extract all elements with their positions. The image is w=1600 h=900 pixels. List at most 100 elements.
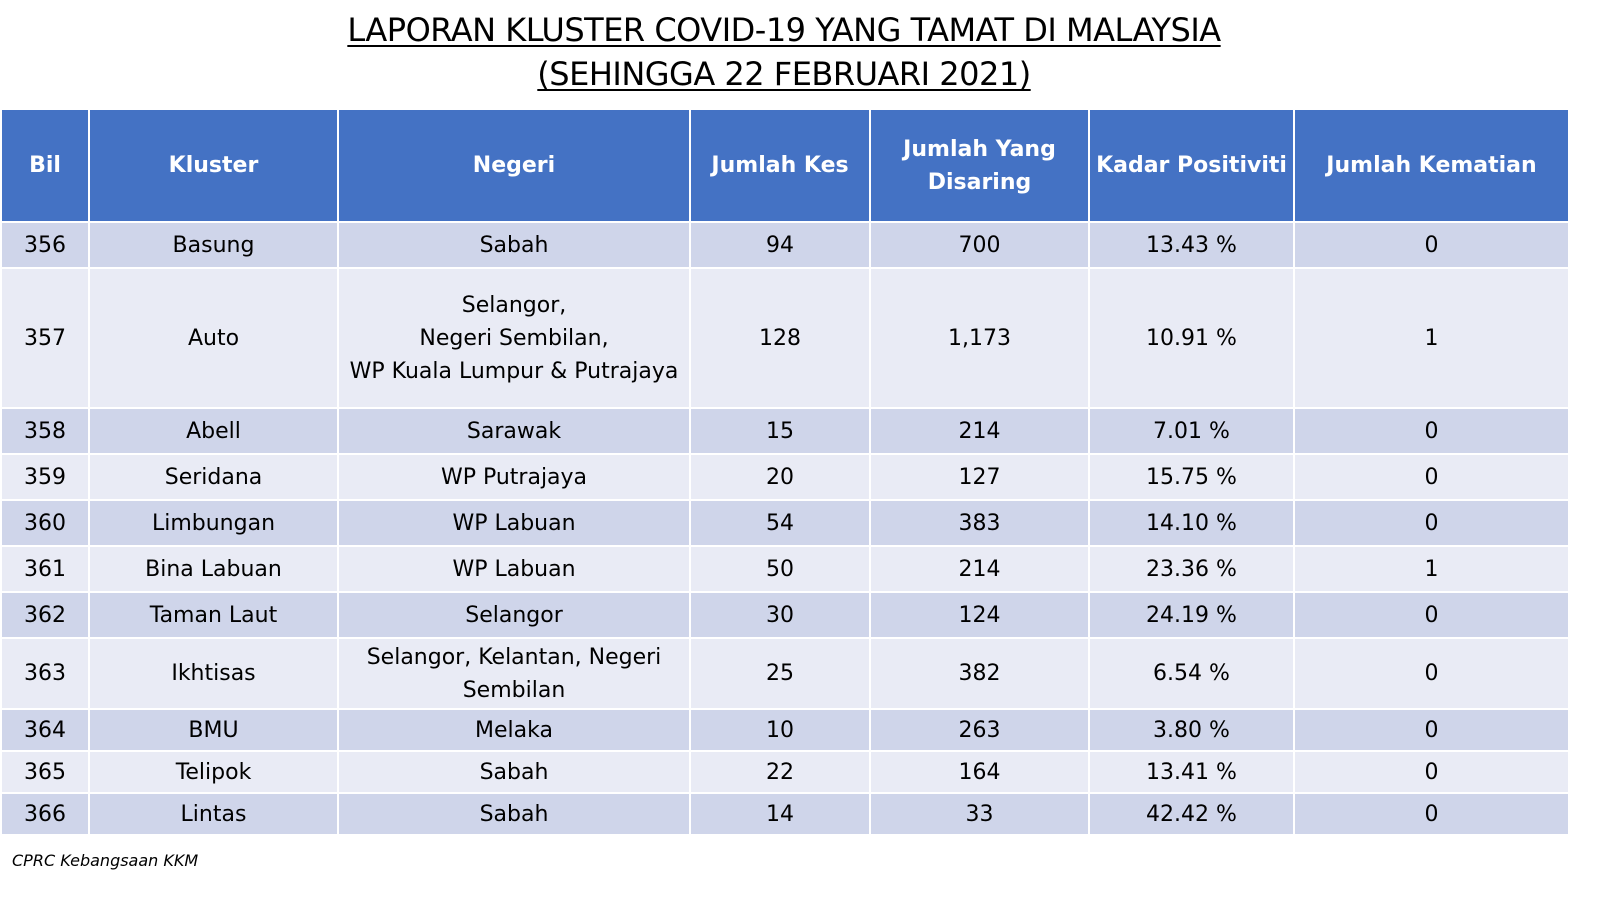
- cell-bil: 360: [0, 499, 90, 547]
- cell-kematian: 1: [1293, 545, 1570, 593]
- table-row: 363 Ikhtisas Selangor, Kelantan, Negeri Se…: [0, 637, 1570, 710]
- cell-kes: 25: [689, 637, 871, 710]
- cell-kes: 14: [689, 792, 871, 836]
- title-line-1: LAPORAN KLUSTER COVID-19 YANG TAMAT DI M…: [347, 11, 1221, 49]
- cell-kluster: Auto: [88, 267, 339, 409]
- table-row: 361 Bina Labuan WP Labuan 50 214 23.36 % 1: [0, 545, 1570, 593]
- cell-bil: 361: [0, 545, 90, 593]
- header-jumlah-kes: Jumlah Kes: [689, 108, 871, 223]
- cell-positiviti: 23.36 %: [1088, 545, 1295, 593]
- cell-negeri: Selangor: [337, 591, 691, 639]
- cell-kluster: Basung: [88, 221, 339, 269]
- table-header-row: Bil Kluster Negeri Jumlah Kes Jumlah Yan…: [0, 108, 1570, 223]
- cell-kematian: 0: [1293, 708, 1570, 752]
- header-bil: Bil: [0, 108, 90, 223]
- cell-disaring: 164: [869, 750, 1090, 794]
- cell-positiviti: 10.91 %: [1088, 267, 1295, 409]
- cell-disaring: 382: [869, 637, 1090, 710]
- page-title: LAPORAN KLUSTER COVID-19 YANG TAMAT DI M…: [0, 8, 1568, 96]
- cell-kes: 50: [689, 545, 871, 593]
- cell-kluster: Limbungan: [88, 499, 339, 547]
- cell-negeri: Melaka: [337, 708, 691, 752]
- header-jumlah-kematian: Jumlah Kematian: [1293, 108, 1570, 223]
- cell-positiviti: 6.54 %: [1088, 637, 1295, 710]
- cluster-report-table: Bil Kluster Negeri Jumlah Kes Jumlah Yan…: [0, 108, 1570, 836]
- cell-kes: 22: [689, 750, 871, 794]
- table-row: 357 Auto Selangor, Negeri Sembilan, WP Kua…: [0, 267, 1570, 409]
- table-row: 359 Seridana WP Putrajaya 20 127 15.75 % 0: [0, 453, 1570, 501]
- cell-disaring: 124: [869, 591, 1090, 639]
- cell-positiviti: 14.10 %: [1088, 499, 1295, 547]
- table-row: 360 Limbungan WP Labuan 54 383 14.10 % 0: [0, 499, 1570, 547]
- table-row: 366 Lintas Sabah 14 33 42.42 % 0: [0, 792, 1570, 836]
- cell-bil: 359: [0, 453, 90, 501]
- cell-negeri: Selangor, Negeri Sembilan, WP Kuala Lump…: [337, 267, 691, 409]
- cell-kes: 54: [689, 499, 871, 547]
- cell-kes: 30: [689, 591, 871, 639]
- header-jumlah-disaring: Jumlah Yang Disaring: [869, 108, 1090, 223]
- cell-negeri: Sabah: [337, 792, 691, 836]
- title-line-2: (SEHINGGA 22 FEBRUARI 2021): [537, 55, 1031, 93]
- cell-bil: 363: [0, 637, 90, 710]
- cell-disaring: 127: [869, 453, 1090, 501]
- cell-kluster: Abell: [88, 407, 339, 455]
- cell-negeri: Sarawak: [337, 407, 691, 455]
- cell-bil: 362: [0, 591, 90, 639]
- cell-bil: 357: [0, 267, 90, 409]
- table-row: 356 Basung Sabah 94 700 13.43 % 0: [0, 221, 1570, 269]
- table-body: 356 Basung Sabah 94 700 13.43 % 0 357 Auto Selang…: [0, 221, 1570, 836]
- cell-kematian: 0: [1293, 591, 1570, 639]
- cell-kes: 10: [689, 708, 871, 752]
- cell-disaring: 1,173: [869, 267, 1090, 409]
- cell-kematian: 0: [1293, 750, 1570, 794]
- cell-kluster: Seridana: [88, 453, 339, 501]
- cell-bil: 358: [0, 407, 90, 455]
- cell-positiviti: 3.80 %: [1088, 708, 1295, 752]
- cell-positiviti: 13.43 %: [1088, 221, 1295, 269]
- cell-kluster: BMU: [88, 708, 339, 752]
- cell-kematian: 0: [1293, 792, 1570, 836]
- cell-kes: 20: [689, 453, 871, 501]
- cell-kematian: 0: [1293, 637, 1570, 710]
- cell-kematian: 0: [1293, 453, 1570, 501]
- cell-kluster: Ikhtisas: [88, 637, 339, 710]
- table-row: 358 Abell Sarawak 15 214 7.01 % 0: [0, 407, 1570, 455]
- cell-disaring: 214: [869, 545, 1090, 593]
- cell-kes: 94: [689, 221, 871, 269]
- cell-bil: 365: [0, 750, 90, 794]
- cell-negeri: WP Labuan: [337, 545, 691, 593]
- cell-negeri: WP Putrajaya: [337, 453, 691, 501]
- header-kluster: Kluster: [88, 108, 339, 223]
- cell-disaring: 263: [869, 708, 1090, 752]
- table-row: 364 BMU Melaka 10 263 3.80 % 0: [0, 708, 1570, 752]
- cell-positiviti: 13.41 %: [1088, 750, 1295, 794]
- cell-positiviti: 24.19 %: [1088, 591, 1295, 639]
- cell-disaring: 700: [869, 221, 1090, 269]
- cell-positiviti: 15.75 %: [1088, 453, 1295, 501]
- cell-kes: 128: [689, 267, 871, 409]
- cell-disaring: 33: [869, 792, 1090, 836]
- cell-bil: 366: [0, 792, 90, 836]
- cell-kluster: Bina Labuan: [88, 545, 339, 593]
- cell-kematian: 0: [1293, 407, 1570, 455]
- cell-positiviti: 7.01 %: [1088, 407, 1295, 455]
- cell-kluster: Telipok: [88, 750, 339, 794]
- cell-kematian: 0: [1293, 499, 1570, 547]
- cell-bil: 356: [0, 221, 90, 269]
- header-negeri: Negeri: [337, 108, 691, 223]
- cell-negeri: WP Labuan: [337, 499, 691, 547]
- source-note: CPRC Kebangsaan KKM: [12, 851, 199, 870]
- table-row: 365 Telipok Sabah 22 164 13.41 % 0: [0, 750, 1570, 794]
- cell-negeri: Sabah: [337, 221, 691, 269]
- cell-disaring: 214: [869, 407, 1090, 455]
- cell-kematian: 0: [1293, 221, 1570, 269]
- cell-kluster: Taman Laut: [88, 591, 339, 639]
- table-row: 362 Taman Laut Selangor 30 124 24.19 % 0: [0, 591, 1570, 639]
- cell-disaring: 383: [869, 499, 1090, 547]
- cell-kematian: 1: [1293, 267, 1570, 409]
- cell-negeri: Selangor, Kelantan, Negeri Sembilan: [337, 637, 691, 710]
- cell-positiviti: 42.42 %: [1088, 792, 1295, 836]
- cell-bil: 364: [0, 708, 90, 752]
- cell-kluster: Lintas: [88, 792, 339, 836]
- cell-negeri: Sabah: [337, 750, 691, 794]
